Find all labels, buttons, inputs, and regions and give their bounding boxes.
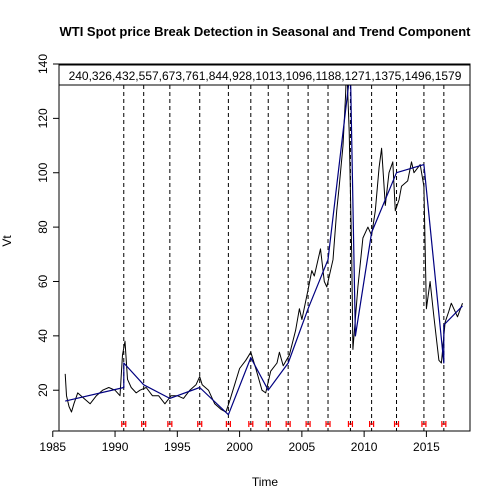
y-tick-label-2: 60 xyxy=(36,274,50,288)
break-interval-11 xyxy=(369,421,375,427)
break-interval-5 xyxy=(248,421,254,427)
break-interval-1 xyxy=(141,421,147,427)
y-tick-label-6: 140 xyxy=(36,54,50,74)
break-interval-6 xyxy=(265,421,271,427)
plot-frame xyxy=(58,63,471,432)
x-tick-label-4: 2005 xyxy=(289,440,316,454)
y-axis-label: Vt xyxy=(0,235,14,247)
series-line-trend xyxy=(65,68,463,416)
x-tick-label-5: 2010 xyxy=(351,440,378,454)
break-interval-9 xyxy=(325,421,331,427)
y-tick-label-0: 20 xyxy=(36,383,50,397)
axes: 1985 1990 1995 2000 2005 2010 2015 20 40 60 80 100 1… xyxy=(36,54,440,454)
break-interval-8 xyxy=(305,421,311,427)
y-tick-label-3: 80 xyxy=(36,220,50,234)
x-axis-label: Time xyxy=(252,475,279,489)
y-tick-label-5: 120 xyxy=(36,108,50,128)
break-label: 240,326,432,557,673,761,844,928,1013,109… xyxy=(69,69,462,83)
x-tick-label-0: 1985 xyxy=(39,440,66,454)
break-interval-12 xyxy=(393,421,400,427)
x-tick-label-1: 1990 xyxy=(102,440,129,454)
break-interval-4 xyxy=(225,421,231,427)
x-tick-label-2: 1995 xyxy=(164,440,191,454)
break-interval-7 xyxy=(285,421,291,427)
break-interval-10 xyxy=(347,421,354,427)
y-tick-label-4: 100 xyxy=(36,162,50,182)
plot-content xyxy=(64,63,463,431)
break-interval-0 xyxy=(121,421,127,427)
series-line-vt xyxy=(64,63,463,413)
x-tick-label-6: 2015 xyxy=(413,440,440,454)
break-interval-3 xyxy=(197,421,203,427)
y-tick-label-1: 40 xyxy=(36,329,50,343)
break-interval-13 xyxy=(421,421,427,427)
x-tick-label-3: 2000 xyxy=(226,440,253,454)
chart-title: WTI Spot price Break Detection in Season… xyxy=(59,24,471,39)
break-interval-2 xyxy=(167,421,173,427)
break-interval-14 xyxy=(441,421,447,427)
